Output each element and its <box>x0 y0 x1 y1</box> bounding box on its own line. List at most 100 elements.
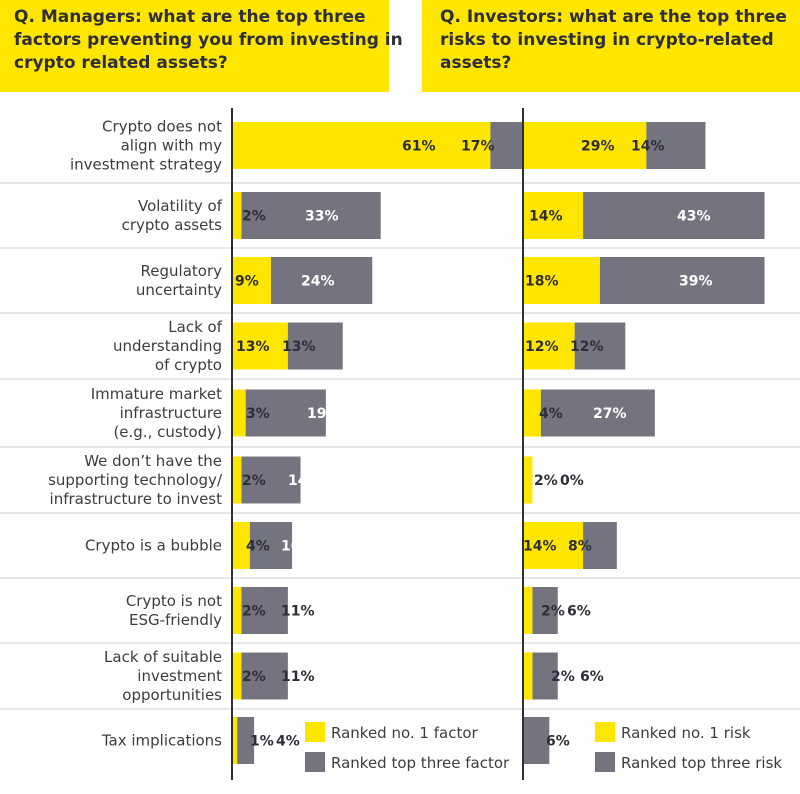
category-label: of crypto <box>155 356 222 374</box>
value-label-no1: 1% <box>250 734 274 750</box>
value-label-no1: 4% <box>539 406 563 422</box>
value-label-no1: 9% <box>235 274 259 290</box>
bar-ranked-no1 <box>233 652 242 700</box>
bar-ranked-no1 <box>524 522 584 569</box>
category-label: crypto assets <box>122 216 223 234</box>
category-label: Lack of suitable <box>104 648 222 666</box>
value-label-no1: 3% <box>246 406 270 422</box>
investors-question-box: Q. Investors: what are the top three ris… <box>422 0 800 92</box>
legend-label-no1: Ranked no. 1 risk <box>621 724 751 742</box>
investors-question-line: Q. Investors: what are the top three <box>440 7 787 27</box>
category-label: ESG-friendly <box>129 611 222 629</box>
category-label: uncertainty <box>136 281 222 299</box>
bar-ranked-top3 <box>241 456 301 504</box>
bar-ranked-no1 <box>524 587 533 634</box>
bar-ranked-top3 <box>241 587 288 634</box>
category-label: Immature market <box>91 385 222 403</box>
bar-ranked-no1 <box>233 122 491 169</box>
category-label: understanding <box>113 337 222 355</box>
value-label-top3: 24% <box>301 274 335 290</box>
value-label-top3: 39% <box>679 274 713 290</box>
managers-question-line: factors preventing you from investing in <box>14 30 403 50</box>
value-label-no1: 13% <box>236 339 270 355</box>
category-label: Crypto does not <box>102 118 222 136</box>
value-label-no1: 14% <box>523 539 557 555</box>
bar-ranked-top3 <box>270 257 373 304</box>
category-label: investment strategy <box>70 156 222 174</box>
value-label-no1: 2% <box>242 604 266 620</box>
bar-ranked-top3 <box>583 192 765 239</box>
bar-ranked-no1 <box>233 192 242 239</box>
legend-swatch-top3 <box>595 752 615 772</box>
value-label-top3: 10% <box>281 539 315 555</box>
category-label: Tax implications <box>101 732 222 750</box>
value-label-top3: 14% <box>631 139 665 155</box>
investors-question-line: risks to investing in crypto-related <box>440 30 774 50</box>
legend-swatch-no1 <box>305 722 325 742</box>
value-label-top3: 12% <box>570 339 604 355</box>
value-label-top3: 6% <box>580 669 604 685</box>
value-label-no1: 2% <box>551 669 575 685</box>
category-label: We don’t have the <box>84 452 222 470</box>
category-label: Regulatory <box>141 262 223 280</box>
bar-ranked-no1 <box>524 456 533 504</box>
value-label-no1: 2% <box>541 604 565 620</box>
managers-question-line: Q. Managers: what are the top three <box>14 7 366 27</box>
legend-swatch-top3 <box>305 752 325 772</box>
bar-ranked-no1 <box>233 389 246 437</box>
value-label-no1: 2% <box>242 209 266 225</box>
bar-ranked-top3 <box>245 389 326 437</box>
value-label-top3: 33% <box>305 209 339 225</box>
category-label: Crypto is not <box>126 592 222 610</box>
bar-ranked-top3 <box>249 522 293 569</box>
value-label-top3: 6% <box>546 734 570 750</box>
value-label-no1: 29% <box>581 139 615 155</box>
value-label-top3: 6% <box>567 604 591 620</box>
value-label-no1: 61% <box>402 139 436 155</box>
bar-ranked-top3 <box>532 587 558 634</box>
value-label-top3: 19% <box>307 406 341 422</box>
category-label: opportunities <box>122 686 222 704</box>
value-label-top3: 17% <box>461 139 495 155</box>
bar-ranked-top3 <box>532 652 558 700</box>
category-label: align with my <box>121 137 223 155</box>
value-label-no1: 2% <box>534 473 558 489</box>
bar-ranked-top3 <box>646 122 706 169</box>
bar-ranked-top3 <box>287 322 343 370</box>
bar-ranked-top3 <box>599 257 765 304</box>
bar-ranked-top3 <box>540 389 655 437</box>
bar-ranked-no1 <box>233 522 250 569</box>
category-label: supporting technology/ <box>48 471 223 489</box>
category-label: investment <box>137 667 222 685</box>
category-label: infrastructure to invest <box>50 490 223 508</box>
category-label: (e.g., custody) <box>113 423 222 441</box>
bar-ranked-no1 <box>233 257 271 304</box>
value-label-top3: 43% <box>677 209 711 225</box>
bar-ranked-no1 <box>233 456 242 504</box>
value-label-top3: 0% <box>560 473 584 489</box>
managers-question-line: crypto related assets? <box>14 53 228 73</box>
bar-ranked-no1 <box>524 257 600 304</box>
bar-ranked-no1 <box>233 587 242 634</box>
bar-ranked-no1 <box>524 192 584 239</box>
bar-ranked-top3 <box>237 717 255 764</box>
bar-ranked-top3 <box>524 717 550 764</box>
value-label-no1: 2% <box>242 473 266 489</box>
investors-question-line: assets? <box>440 53 512 73</box>
value-label-top3: 11% <box>281 669 315 685</box>
value-label-top3: 14% <box>288 473 322 489</box>
managers-question-box: Q. Managers: what are the top three fact… <box>0 0 403 92</box>
bar-ranked-top3 <box>583 522 617 569</box>
value-label-no1: 12% <box>525 339 559 355</box>
value-label-top3: 4% <box>276 734 300 750</box>
bar-ranked-no1 <box>233 717 238 764</box>
bar-ranked-no1 <box>233 322 288 370</box>
category-label: Lack of <box>168 318 222 336</box>
value-label-top3: 8% <box>568 539 592 555</box>
bar-ranked-top3 <box>241 192 381 239</box>
bar-ranked-no1 <box>524 122 647 169</box>
category-label: Volatility of <box>138 197 223 215</box>
value-label-top3: 11% <box>281 604 315 620</box>
category-label: infrastructure <box>120 404 222 422</box>
